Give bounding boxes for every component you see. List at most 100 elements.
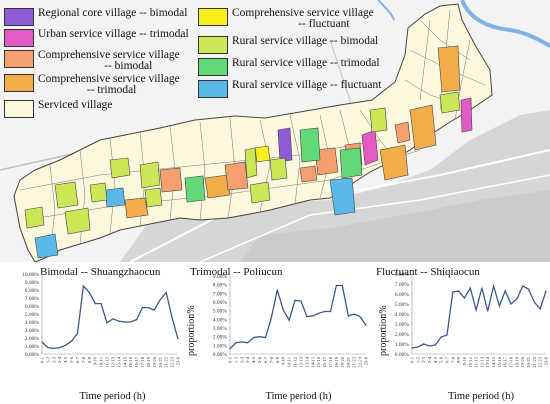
data-point — [247, 342, 249, 344]
data-point — [417, 346, 419, 348]
x-tick-label: 10-11 — [468, 356, 473, 367]
x-tick-label: 19-20 — [340, 356, 345, 367]
data-point — [411, 347, 413, 349]
x-tick-label: 23-0 — [364, 356, 369, 365]
data-point — [498, 305, 500, 307]
y-tick-label: 9.00% — [213, 274, 228, 280]
y-tick-label: 0.00% — [213, 352, 228, 358]
data-point — [533, 301, 535, 303]
x-tick-label: 23-0 — [544, 356, 549, 365]
x-tick-label: 20-21 — [346, 356, 351, 367]
x-axis-label: Time period (h) — [447, 391, 515, 402]
y-tick-label: 2.00% — [395, 332, 410, 338]
data-point — [241, 341, 243, 343]
y-tick-label: 6.00% — [25, 304, 40, 310]
legend-item: Comprehensive service village -- bimodal — [4, 49, 180, 72]
data-point — [504, 290, 506, 292]
legend-label: Rural service village -- fluctuant — [232, 79, 382, 91]
y-tick-label: 0.00% — [25, 352, 40, 358]
data-point — [545, 290, 547, 292]
data-point — [124, 321, 126, 323]
data-point — [177, 338, 179, 340]
legend-item: Rural service village -- bimodal — [198, 35, 379, 54]
legend-swatch — [4, 74, 34, 92]
data-point — [300, 300, 302, 302]
y-tick-label: 2.00% — [25, 336, 40, 342]
data-point — [53, 347, 55, 349]
x-tick-label: 11-12 — [474, 356, 479, 367]
data-point — [329, 310, 332, 313]
x-tick-label: 9-10 — [281, 356, 286, 365]
data-point — [428, 345, 431, 347]
data-point — [294, 299, 296, 301]
legend-swatch — [198, 8, 228, 26]
data-point — [463, 297, 466, 299]
data-point — [324, 310, 326, 313]
data-point — [65, 344, 67, 346]
data-point — [153, 309, 155, 311]
x-tick-label: 0-1 — [40, 356, 45, 363]
x-tick-label: 7-8 — [450, 356, 455, 363]
data-point — [434, 344, 436, 346]
y-tick-label: 2.00% — [213, 335, 228, 341]
data-point — [147, 307, 150, 309]
x-tick-label: 8-9 — [87, 356, 92, 363]
x-tick-label: 22-23 — [358, 356, 363, 367]
data-point — [365, 324, 367, 326]
series-line — [41, 284, 179, 350]
data-point — [159, 299, 161, 301]
data-point — [318, 312, 320, 314]
x-axis-label: Time period (h) — [265, 391, 332, 402]
data-point — [282, 309, 284, 311]
x-tick-label: 1-2 — [45, 356, 50, 363]
chart-panel-bimodal: Bimodal -- Shuangzhaocun 0.00% 1.00% 2.00%… — [0, 266, 183, 402]
y-tick-label: 3.00% — [25, 328, 40, 334]
y-tick-label: 9.00% — [25, 280, 40, 286]
y-tick-label: 4.00% — [213, 317, 228, 323]
y-tick-label: 5.00% — [395, 302, 410, 308]
data-point — [106, 322, 108, 324]
data-point — [487, 310, 489, 312]
legend-label: Rural service village -- bimodal — [232, 35, 379, 47]
data-point — [446, 334, 448, 336]
x-tick-label: 22-23 — [170, 356, 175, 367]
legend-label: Comprehensive service village -- trimoda… — [38, 73, 180, 96]
village-map — [0, 0, 550, 262]
x-tick-label: 14-15 — [310, 356, 315, 367]
data-point — [522, 285, 524, 287]
data-point — [306, 316, 308, 318]
chart-fluctuant: 0.00% 1.00% 2.00% 3.00% 4.00% 5.00% 6.00% 7.00%… — [395, 272, 549, 368]
chart-trimodal: 0.00% 1.00% 2.00% 3.00% 4.00% 5.00% 6.00% 7.00%… — [213, 274, 369, 368]
x-tick-label: 20-21 — [526, 356, 531, 367]
y-tick-label: 3.00% — [213, 326, 228, 332]
x-tick-label: 6-7 — [444, 356, 449, 363]
data-point — [165, 291, 167, 293]
data-point — [130, 321, 132, 323]
data-point — [510, 303, 512, 305]
data-point — [253, 336, 255, 339]
x-tick-label: 6-7 — [75, 356, 80, 363]
data-point — [458, 290, 460, 292]
data-point — [76, 332, 79, 334]
y-tick-label: 8.00% — [213, 283, 228, 289]
data-point — [118, 320, 120, 322]
data-point — [276, 289, 278, 291]
y-tick-label: 7.00% — [395, 282, 410, 288]
legend-swatch — [4, 8, 34, 26]
legend-swatch — [4, 50, 34, 68]
y-tick-label: 6.00% — [213, 300, 228, 306]
data-point — [440, 336, 442, 338]
x-tick-label: 17-18 — [509, 356, 514, 367]
legend-item: Comprehensive service village -- fluctua… — [198, 7, 374, 30]
x-tick-label: 2-3 — [421, 356, 426, 363]
x-tick-label: 16-17 — [134, 356, 139, 367]
x-tick-label: 8-9 — [456, 356, 461, 363]
data-point — [492, 285, 495, 287]
data-point — [423, 343, 425, 345]
legend-swatch — [198, 36, 228, 54]
legend-swatch — [198, 80, 228, 98]
legend-swatch — [4, 100, 34, 118]
x-tick-label: 2-3 — [51, 356, 56, 363]
x-tick-label: 18-19 — [514, 356, 519, 367]
x-tick-label: 13-14 — [116, 356, 121, 367]
